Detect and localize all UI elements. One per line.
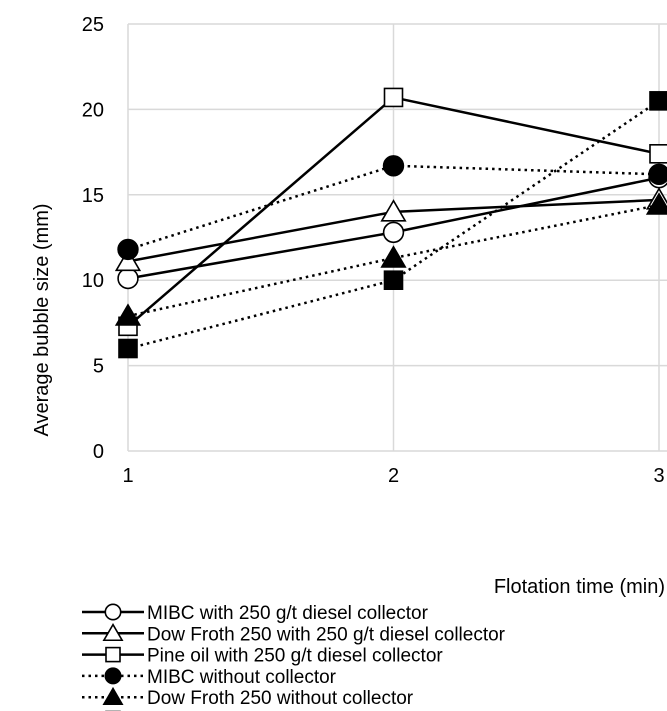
- triangle-marker: [102, 686, 124, 705]
- legend-label: MIBC with 250 g/t diesel collector: [147, 603, 429, 624]
- square-marker: [649, 144, 667, 164]
- legend-label: MIBC without collector: [147, 667, 337, 688]
- legend-label: Dow Froth 250 without collector: [147, 688, 414, 709]
- legend-entry: MIBC without collector: [82, 667, 337, 688]
- square-marker: [649, 91, 667, 111]
- circle-marker: [104, 667, 122, 685]
- y-tick-label: 0: [93, 441, 104, 463]
- square-marker: [383, 87, 404, 108]
- y-axis-title: Average bubble size (mm): [31, 203, 53, 436]
- legend-entry: Pine oil without collector: [105, 710, 351, 711]
- grid-layer: [127, 23, 667, 452]
- series-group: [114, 187, 667, 272]
- series-layer: [114, 87, 667, 359]
- x-tick-label: 2: [388, 465, 399, 487]
- y-tick-label: 25: [82, 14, 104, 36]
- circle-marker: [648, 163, 667, 186]
- legend-label: Pine oil with 250 g/t diesel collector: [147, 646, 443, 667]
- circle-marker: [382, 155, 405, 177]
- legend-entry: Dow Froth 250 without collector: [82, 686, 414, 709]
- legend-label: Dow Froth 250 with 250 g/t diesel collec…: [147, 624, 506, 645]
- circle-marker: [117, 238, 139, 261]
- legend-entry: Pine oil with 250 g/t diesel collector: [82, 646, 443, 667]
- triangle-marker: [380, 199, 407, 222]
- square-marker: [118, 338, 138, 359]
- triangle-marker: [380, 245, 407, 268]
- series-group: [117, 167, 667, 290]
- y-tick-label: 5: [93, 356, 104, 378]
- x-tick-label: 3: [653, 465, 664, 487]
- triangle-marker: [114, 248, 142, 272]
- series-line: [127, 164, 660, 251]
- legend-label: Pine oil without collector: [147, 710, 351, 711]
- circle-marker: [117, 267, 139, 290]
- triangle-marker: [102, 623, 124, 642]
- triangle-marker: [645, 192, 667, 215]
- series-group: [118, 91, 667, 359]
- series-group: [117, 155, 667, 261]
- legend-entry: MIBC with 250 g/t diesel collector: [82, 603, 429, 624]
- y-tick-label: 15: [82, 185, 104, 207]
- y-tick-label: 20: [82, 99, 104, 121]
- legend-entry: Dow Froth 250 with 250 g/t diesel collec…: [82, 623, 506, 645]
- x-tick-label: 1: [122, 465, 133, 487]
- triangle-marker: [114, 303, 142, 326]
- circle-marker: [104, 603, 122, 621]
- tick-labels: 0 5 10 15 20 25 1 2 3: [82, 14, 665, 487]
- circle-marker: [382, 221, 405, 244]
- series-group: [114, 192, 667, 326]
- x-axis-title: Flotation time (min): [494, 576, 665, 598]
- y-tick-label: 10: [82, 270, 104, 292]
- square-marker: [105, 646, 121, 663]
- square-marker: [383, 270, 404, 291]
